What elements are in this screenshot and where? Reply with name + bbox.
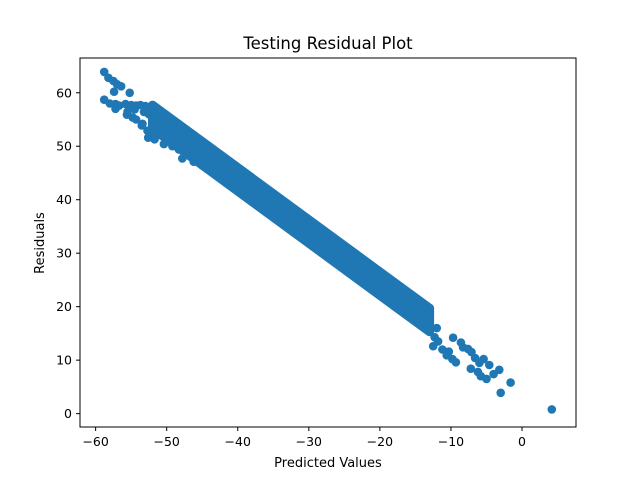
x-axis-label: Predicted Values: [274, 456, 382, 471]
data-point: [197, 153, 207, 162]
x-axis: −60 −50 −40 −30 −20 −10 0: [82, 427, 526, 449]
data-point: [168, 141, 177, 151]
data-point: [150, 135, 159, 144]
data-point: [482, 374, 491, 384]
points-layer: [99, 67, 557, 414]
y-axis-label: Residuals: [33, 212, 48, 274]
chart-title: Testing Residual Plot: [242, 34, 413, 53]
data-point: [125, 88, 134, 98]
data-point: [187, 140, 196, 150]
data-point: [212, 170, 222, 179]
y-tick-label: 30: [56, 246, 72, 261]
data-point: [157, 130, 166, 140]
plot-area-frame: [79, 57, 577, 428]
data-point: [178, 154, 187, 163]
data-point: [432, 323, 442, 333]
data-point: [192, 147, 201, 156]
data-point: [466, 364, 476, 374]
x-tick-label: −20: [367, 434, 393, 449]
data-point: [159, 139, 169, 149]
data-point: [116, 82, 126, 91]
data-point: [189, 157, 198, 166]
data-point: [205, 165, 214, 175]
y-tick-label: 10: [56, 353, 72, 368]
data-point: [496, 388, 506, 398]
y-tick-label: 0: [64, 406, 72, 421]
data-point: [174, 145, 184, 154]
x-tick-label: 0: [518, 434, 526, 449]
x-tick-label: −50: [153, 434, 179, 449]
data-point: [111, 104, 120, 114]
data-point: [485, 360, 494, 370]
data-point: [489, 369, 498, 379]
data-point: [155, 113, 164, 122]
data-point: [197, 161, 207, 170]
y-tick-label: 50: [56, 139, 72, 154]
x-tick-label: −30: [296, 434, 322, 449]
data-point: [182, 147, 191, 157]
data-point: [428, 341, 438, 351]
y-tick-label: 20: [56, 299, 72, 314]
data-point: [109, 87, 119, 96]
data-point: [547, 405, 557, 414]
data-point: [475, 358, 484, 368]
x-tick-label: −10: [438, 434, 464, 449]
data-point: [137, 121, 147, 130]
x-tick-label: −40: [225, 434, 251, 449]
y-tick-label: 40: [56, 192, 72, 207]
data-point: [146, 102, 155, 112]
data-point: [149, 128, 159, 138]
data-point: [506, 378, 515, 387]
y-tick-label: 60: [56, 85, 72, 100]
y-axis: 0 10 20 30 40 50 60: [56, 85, 80, 421]
data-point: [130, 105, 139, 114]
data-point: [131, 115, 141, 124]
data-point: [451, 358, 461, 367]
dense-point-band: [148, 100, 435, 337]
x-tick-label: −60: [82, 434, 108, 449]
data-point: [448, 333, 458, 343]
